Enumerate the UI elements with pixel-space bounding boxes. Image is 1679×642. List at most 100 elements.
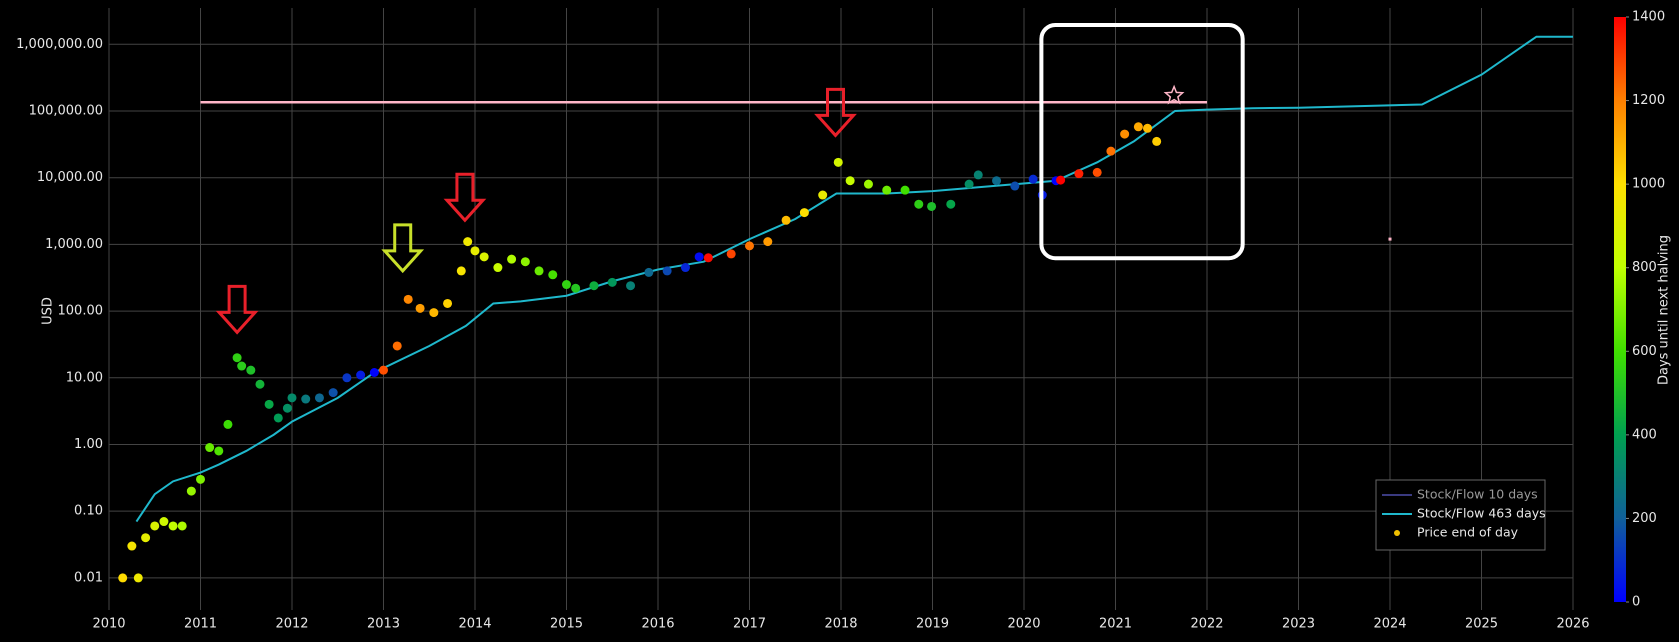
price-point	[196, 474, 205, 484]
price-point	[626, 281, 636, 291]
price-point	[133, 573, 143, 583]
price-point	[1133, 122, 1143, 132]
price-point	[745, 241, 754, 251]
price-point	[799, 208, 809, 218]
price-point	[1143, 123, 1153, 133]
x-tick-label: 2025	[1465, 617, 1498, 632]
colorbar-tick-label: 1200	[1632, 93, 1665, 108]
x-tick-label: 2014	[458, 617, 491, 632]
price-point	[833, 157, 843, 167]
x-tick-label: 2018	[824, 617, 857, 632]
price-point	[914, 199, 924, 209]
price-point	[150, 521, 160, 531]
price-point	[470, 246, 480, 256]
colorbar-tick-label: 200	[1632, 511, 1657, 526]
price-point	[246, 365, 256, 375]
colorbar-title: Days until next halving	[1657, 235, 1672, 385]
price-point	[927, 201, 937, 211]
price-point	[479, 252, 489, 262]
x-tick-label: 2016	[641, 617, 674, 632]
price-point	[168, 521, 178, 531]
arrow	[443, 172, 487, 223]
x-tick-label: 2019	[916, 617, 949, 632]
x-tick-label: 2022	[1190, 617, 1223, 632]
x-tick-label: 2024	[1373, 617, 1406, 632]
y-tick-label: 0.01	[74, 570, 103, 585]
price-point	[342, 373, 352, 383]
price-point	[232, 353, 242, 363]
y-tick-label: 100,000.00	[29, 103, 103, 118]
price-point	[301, 394, 311, 404]
price-point	[403, 294, 413, 304]
x-tick-label: 2013	[367, 617, 400, 632]
price-point	[562, 280, 571, 290]
y-tick-label: 10,000.00	[37, 170, 103, 185]
price-point	[703, 253, 713, 263]
price-point	[186, 486, 196, 496]
price-point	[463, 237, 473, 247]
y-tick-label: 10.00	[66, 370, 103, 385]
price-point	[662, 266, 672, 276]
y-tick-label: 1.00	[74, 437, 103, 452]
price-point	[118, 573, 128, 583]
price-point	[493, 263, 503, 273]
price-point	[589, 281, 599, 291]
series-line	[135, 35, 1573, 523]
price-point	[237, 361, 247, 371]
price-point	[214, 446, 224, 456]
price-point	[694, 252, 704, 262]
colorbar-tick-label: 1000	[1632, 177, 1665, 192]
x-tick-label: 2015	[550, 617, 583, 632]
price-point	[763, 237, 773, 247]
price-point	[1120, 129, 1130, 139]
x-tick-label: 2010	[92, 617, 125, 632]
colorbar-tick-label: 1400	[1632, 10, 1665, 25]
star-marker	[1163, 84, 1185, 105]
price-point	[177, 521, 187, 531]
price-point	[726, 249, 736, 259]
price-point	[223, 419, 233, 429]
price-point	[781, 215, 791, 225]
arrow	[381, 223, 425, 274]
price-point	[946, 199, 956, 209]
price-point	[443, 298, 453, 308]
price-point	[415, 303, 425, 313]
price-point	[845, 176, 855, 186]
price-point	[900, 185, 910, 195]
x-tick-label: 2011	[184, 617, 217, 632]
price-point	[141, 533, 151, 543]
legend-label: Price end of day	[1417, 525, 1519, 540]
price-point	[287, 393, 297, 403]
colorbar-tick-label: 600	[1632, 344, 1657, 359]
legend-label: Stock/Flow 463 days	[1417, 506, 1546, 521]
colorbar-tick-label: 800	[1632, 260, 1657, 275]
price-point	[205, 443, 215, 453]
price-point	[456, 266, 466, 276]
arrow	[814, 87, 857, 138]
price-point	[1028, 174, 1038, 184]
legend-label: Stock/Flow 10 days	[1417, 487, 1538, 502]
price-point	[1010, 181, 1020, 191]
price-point	[379, 365, 388, 375]
price-point	[392, 341, 402, 351]
price-point	[1056, 175, 1066, 185]
legend: Stock/Flow 10 days Stock/Flow 463 days Pri…	[1375, 479, 1546, 551]
colorbar-tick-label: 400	[1632, 427, 1657, 442]
marks	[118, 35, 1573, 583]
x-tick-label: 2026	[1556, 617, 1589, 632]
price-point	[882, 185, 892, 195]
price-point	[644, 267, 654, 277]
x-tick-label: 2012	[275, 617, 308, 632]
price-point	[534, 266, 544, 276]
price-point	[863, 179, 873, 189]
x-tick-label: 2017	[733, 617, 766, 632]
price-point	[264, 399, 274, 409]
price-point	[282, 403, 292, 413]
price-point	[159, 517, 169, 527]
price-point	[818, 190, 828, 200]
price-point	[429, 308, 439, 318]
price-point	[548, 270, 558, 280]
x-tick-label: 2023	[1282, 617, 1315, 632]
dot-marker	[1388, 237, 1392, 241]
